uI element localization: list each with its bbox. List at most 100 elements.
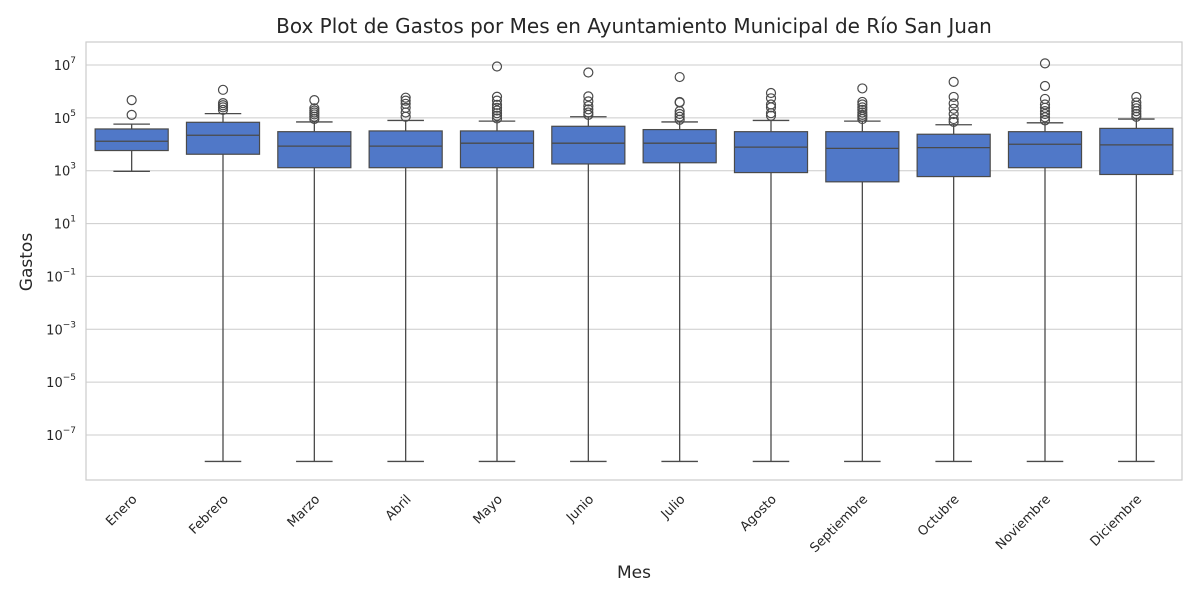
outlier-point (1039, 106, 1051, 117)
x-tick-label: Febrero (187, 492, 232, 537)
outlier-point (309, 94, 320, 106)
outlier-point (400, 98, 411, 109)
box-marzo (277, 94, 352, 463)
outlier-point (857, 99, 868, 110)
outlier-point (491, 102, 503, 113)
outlier-point (948, 98, 959, 109)
iqr-box (642, 128, 717, 164)
box-enero (94, 94, 169, 172)
outlier-point (491, 99, 503, 110)
box-octubre (916, 76, 991, 463)
outlier-point (126, 109, 137, 120)
outlier-point (1131, 108, 1142, 120)
y-tick-label: 105 (54, 109, 76, 127)
chart-title: Box Plot de Gastos por Mes en Ayuntamien… (276, 14, 992, 38)
outlier-point (400, 102, 411, 113)
outlier-point (1131, 103, 1142, 114)
plot-frame (85, 41, 1183, 481)
box-diciembre (1099, 91, 1174, 463)
outlier-point (1131, 97, 1142, 108)
box-junio (551, 67, 626, 463)
outlier-point (857, 96, 868, 108)
x-tick-label: Marzo (285, 492, 323, 530)
iqr-box (1099, 127, 1174, 176)
outlier-point (583, 67, 594, 78)
box-febrero (185, 84, 261, 463)
outlier-point (1131, 91, 1142, 103)
x-axis-ticks: Enero Febrero Marzo Abril Mayo Junio Julio Agos… (103, 492, 1145, 556)
outlier-point (857, 83, 868, 94)
outlier-point (948, 103, 959, 114)
outlier-point (765, 87, 777, 99)
outlier-point (948, 91, 959, 103)
outlier-point (674, 111, 685, 122)
iqr-box (459, 130, 535, 169)
outlier-point (583, 91, 594, 102)
outlier-point (491, 105, 503, 116)
outlier-point (583, 104, 594, 115)
x-tick-label: Junio (563, 492, 597, 526)
outlier-point (1039, 58, 1051, 69)
x-tick-label: Mayo (471, 492, 506, 527)
box-septiembre (825, 83, 900, 463)
y-tick-label: 10−1 (46, 267, 76, 285)
x-tick-label: Septiembre (807, 492, 871, 556)
outlier-point (491, 110, 503, 121)
box-mayo (459, 61, 535, 463)
outlier-point (948, 116, 959, 128)
gridlines (86, 64, 1182, 436)
y-tick-label: 10−3 (46, 320, 76, 338)
y-tick-label: 107 (54, 56, 76, 74)
iqr-box (277, 131, 352, 169)
x-tick-label: Enero (103, 492, 140, 529)
box-julio (642, 71, 717, 463)
iqr-box (1007, 131, 1083, 169)
outlier-point (491, 113, 503, 124)
outlier-point (857, 107, 868, 118)
y-axis-ticks: 107 105 103 101 10−1 10−3 10−5 10−7 (46, 56, 76, 444)
x-axis-label: Mes (617, 563, 651, 583)
x-tick-label: Abril (383, 492, 415, 524)
iqr-box (551, 125, 626, 165)
outlier-point (583, 100, 594, 112)
iqr-box (94, 128, 169, 152)
x-tick-label: Agosto (737, 492, 779, 534)
iqr-box (185, 121, 261, 155)
iqr-box (916, 133, 991, 178)
outlier-point (948, 113, 959, 125)
outlier-point (217, 104, 229, 116)
iqr-box (825, 131, 900, 183)
outlier-point (491, 61, 503, 72)
outlier-point (1039, 99, 1051, 110)
boxes (94, 58, 1174, 463)
outlier-point (765, 99, 777, 110)
box-noviembre (1007, 58, 1083, 463)
outlier-point (1039, 93, 1051, 105)
outlier-point (765, 93, 777, 104)
outlier-point (400, 92, 411, 103)
y-tick-label: 10−7 (46, 426, 76, 444)
outlier-point (1039, 80, 1051, 92)
x-tick-label: Julio (658, 492, 689, 523)
x-tick-label: Noviembre (993, 492, 1054, 553)
outlier-point (674, 96, 685, 108)
outlier-point (217, 84, 229, 95)
outlier-point (857, 102, 868, 113)
outlier-point (126, 94, 137, 106)
x-tick-label: Octubre (915, 492, 962, 539)
outlier-point (217, 98, 229, 109)
outlier-point (674, 108, 685, 120)
box-abril (368, 92, 443, 463)
y-axis-label: Gastos (17, 233, 37, 292)
y-tick-label: 103 (54, 162, 76, 180)
outlier-point (309, 103, 320, 114)
y-tick-label: 101 (54, 215, 76, 233)
outlier-point (583, 96, 594, 107)
outlier-point (857, 104, 868, 116)
box-agosto (733, 87, 809, 463)
x-tick-label: Diciembre (1088, 492, 1146, 550)
outlier-point (583, 107, 594, 118)
outlier-point (491, 95, 503, 106)
outlier-point (400, 95, 411, 106)
